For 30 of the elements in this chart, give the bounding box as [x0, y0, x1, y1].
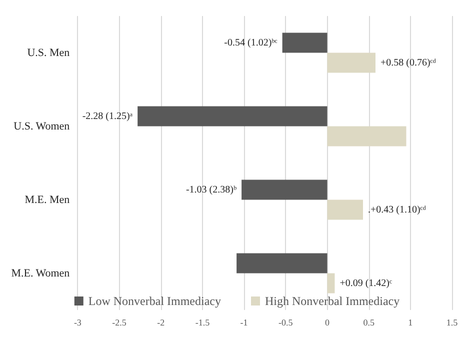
x-tick-label: 1.5 — [446, 318, 458, 328]
bar — [138, 106, 328, 126]
x-tick-label: -1 — [240, 318, 248, 328]
x-tick-label: -2 — [157, 318, 165, 328]
x-tick-label: 0.5 — [363, 318, 375, 328]
bar — [327, 52, 376, 73]
data-label: .+0.43 (1.10)ᶜᵈ — [368, 204, 426, 216]
x-tick-label: -1.5 — [195, 318, 210, 328]
x-tick-label: -3 — [74, 318, 82, 328]
bar — [327, 273, 335, 294]
data-label: -2.28 (1.25)ᵃ — [82, 110, 133, 122]
bar — [327, 126, 406, 146]
legend-label: High Nonverbal Immediacy — [265, 294, 400, 308]
y-tick-label: M.E. Women — [11, 267, 70, 280]
bar — [236, 253, 328, 274]
x-tick-label: 1 — [408, 318, 413, 328]
y-tick-label: M.E. Men — [24, 194, 70, 206]
x-tick-label: -0.5 — [278, 318, 294, 328]
x-tick-label: -2.5 — [112, 318, 127, 328]
bar — [282, 32, 328, 53]
data-label: -1.03 (2.38)ᵇ — [186, 184, 237, 196]
x-tick-label: 0 — [324, 318, 330, 328]
bar — [242, 180, 328, 200]
y-tick-label: U.S. Men — [27, 46, 70, 59]
data-label: +0.09 (1.42)ᶜ — [340, 278, 393, 289]
data-label: -0.54 (1.02)ᵇᶜ — [224, 37, 278, 48]
bar — [327, 200, 363, 220]
data-label: +0.58 (0.76)ᶜᵈ — [380, 57, 436, 68]
y-tick-label: U.S. Women — [14, 120, 70, 132]
legend-label: Low Nonverbal Immediacy — [88, 294, 221, 308]
